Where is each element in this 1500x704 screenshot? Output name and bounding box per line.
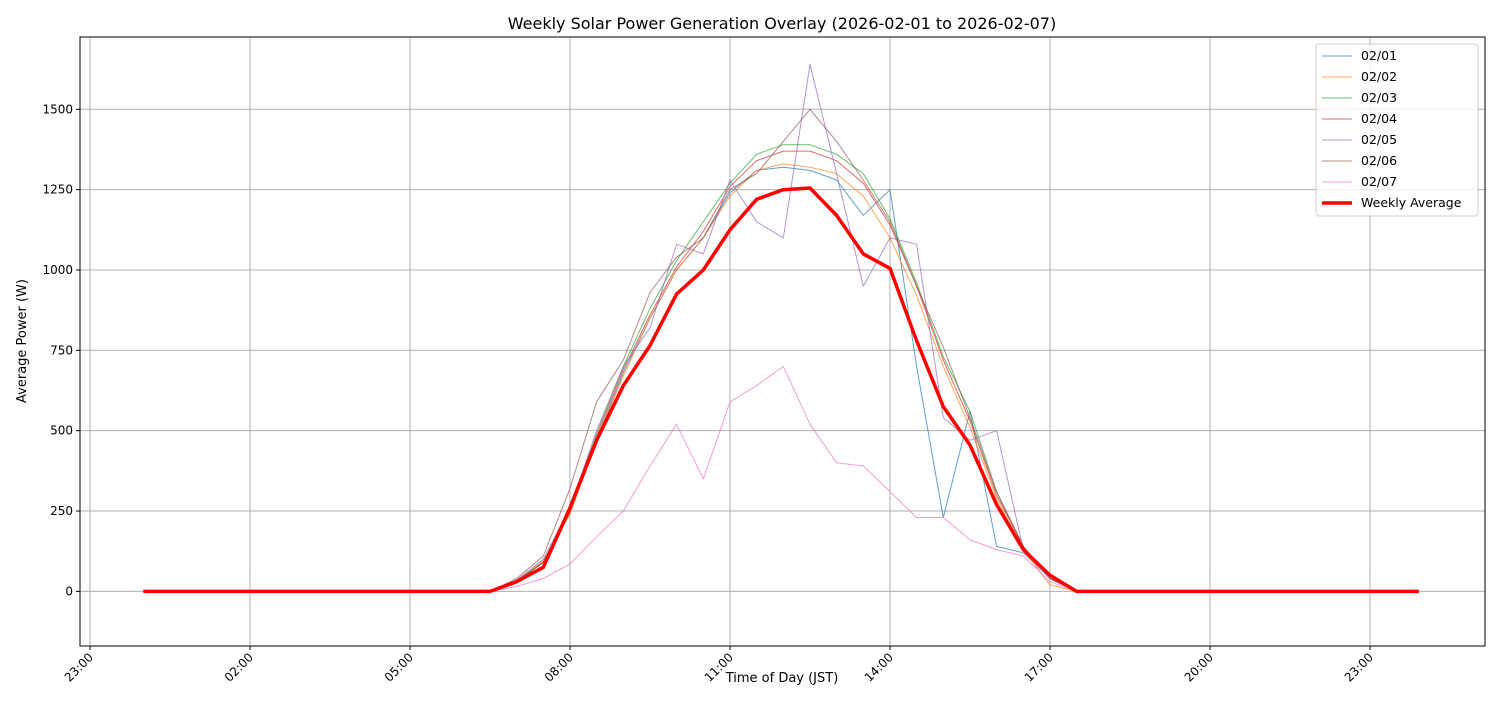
series-line-02-07: [143, 365, 1419, 592]
legend: 02/01 02/02 02/03 02/04 02/05 02/06 02/07 Weekl…: [1315, 43, 1479, 217]
plot-frame: [79, 36, 1486, 647]
series-line-02-02: [143, 163, 1419, 592]
x-tick-label: 23:00: [1342, 650, 1376, 684]
legend-label: 02/03: [1361, 90, 1397, 105]
x-tick-label: 02:00: [222, 650, 256, 684]
legend-label: 02/06: [1361, 153, 1397, 168]
x-axis-label: Time of Day (JST): [725, 671, 839, 686]
x-tick-label: 20:00: [1182, 650, 1216, 684]
y-axis-label: Average Power (W): [15, 279, 30, 403]
chart-title: Weekly Solar Power Generation Overlay (2…: [508, 14, 1056, 33]
series-line-02-01: [143, 166, 1419, 592]
legend-label: 02/05: [1361, 132, 1397, 147]
legend-label: 02/01: [1361, 48, 1397, 63]
legend-box: [1315, 43, 1479, 217]
y-tick-label: 750: [50, 343, 73, 357]
legend-label: 02/07: [1361, 174, 1397, 189]
legend-label: Weekly Average: [1361, 195, 1462, 210]
legend-label: 02/02: [1361, 69, 1397, 84]
y-tick-label: 250: [50, 504, 73, 518]
y-tick-label: 1000: [42, 263, 73, 277]
legend-label: 02/04: [1361, 111, 1397, 126]
x-tick-label: 08:00: [542, 650, 576, 684]
y-tick-label: 1500: [42, 102, 73, 116]
series-line-weekly-average: [143, 186, 1419, 594]
series-line-02-06: [143, 108, 1419, 592]
x-tick-label: 14:00: [862, 650, 896, 684]
y-tick-label: 1250: [42, 183, 73, 197]
x-tick-label: 17:00: [1022, 650, 1056, 684]
y-tick-label: 0: [65, 584, 73, 598]
x-tick-label: 05:00: [382, 650, 416, 684]
y-tick-label: 500: [50, 424, 73, 438]
x-tick-label: 23:00: [62, 650, 96, 684]
series-line-02-04: [143, 150, 1419, 592]
